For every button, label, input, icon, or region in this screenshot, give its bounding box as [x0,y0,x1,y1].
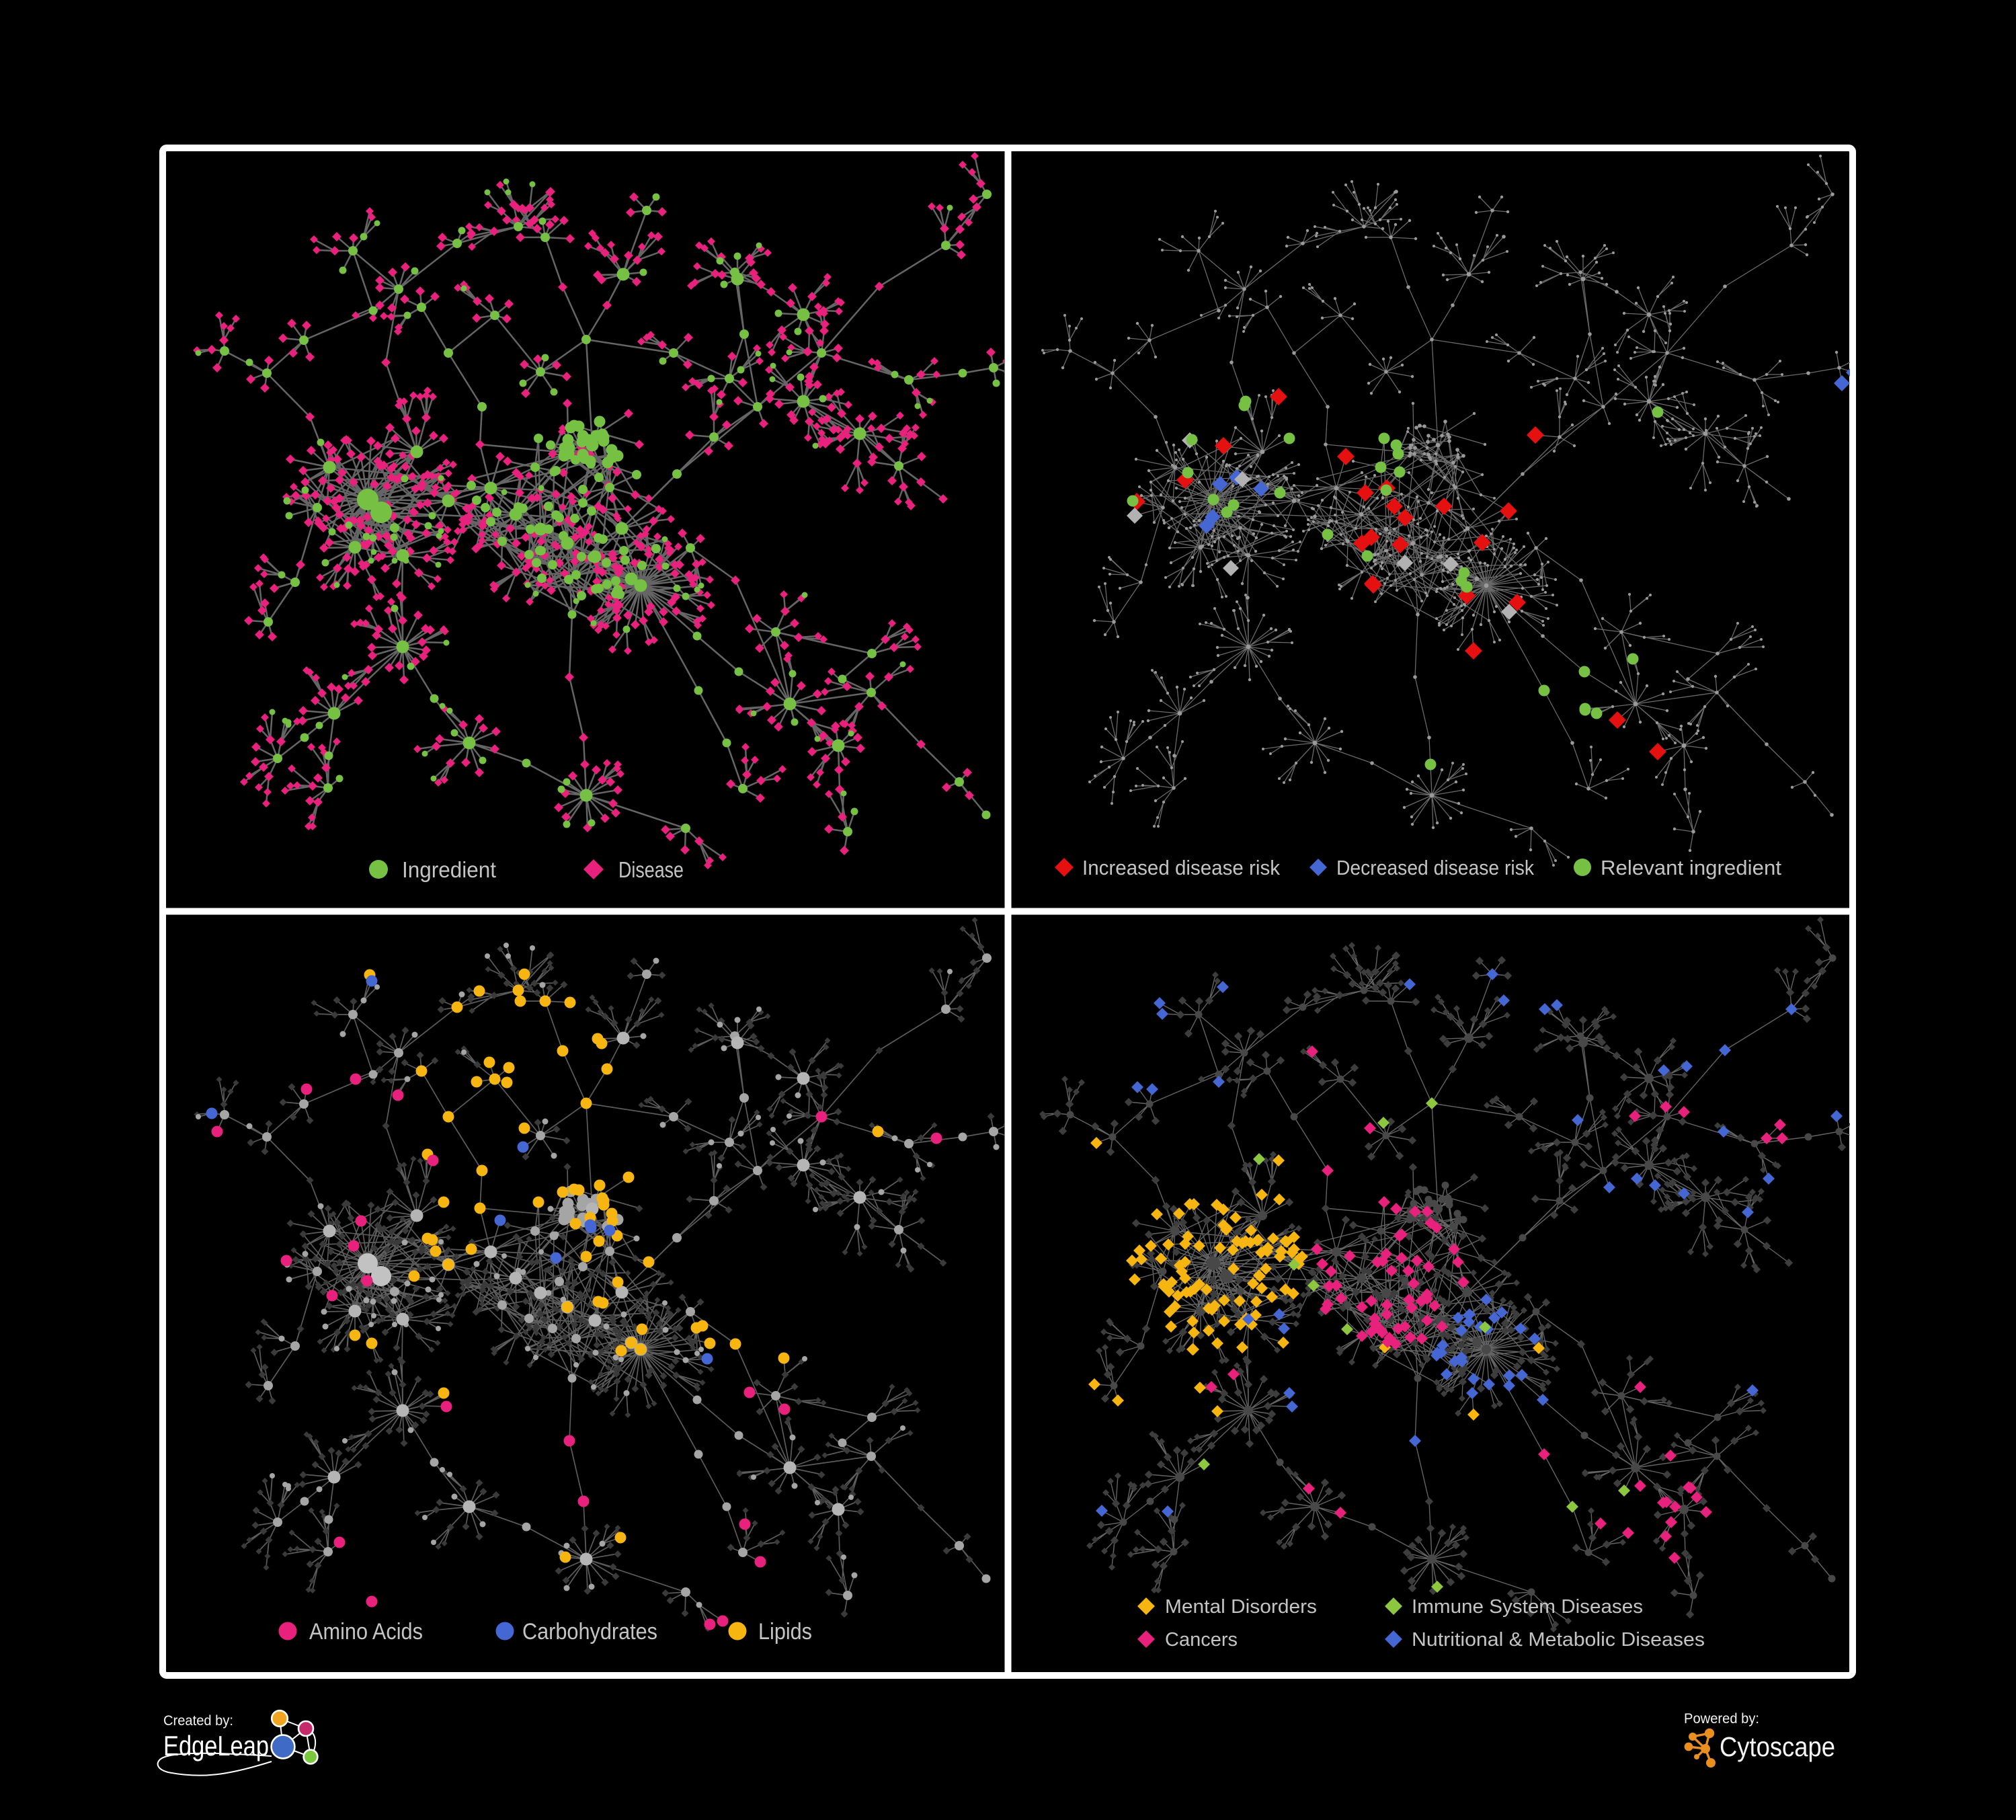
svg-text:Mental Disorders: Mental Disorders [1165,1596,1317,1618]
svg-text:Carbohydrates: Carbohydrates [522,1619,657,1645]
svg-text:Increased disease risk: Increased disease risk [1082,856,1280,879]
svg-text:Cancers: Cancers [1165,1629,1238,1651]
svg-text:Immune System Diseases: Immune System Diseases [1412,1596,1643,1618]
svg-text:Amino Acids: Amino Acids [309,1619,423,1645]
svg-text:Ingredient: Ingredient [402,857,496,882]
svg-text:Powered by:: Powered by: [1684,1711,1759,1727]
svg-text:Cytoscape: Cytoscape [1720,1731,1835,1762]
svg-text:Disease: Disease [618,857,684,882]
svg-text:Relevant ingredient: Relevant ingredient [1601,856,1781,879]
svg-text:Lipids: Lipids [758,1619,812,1645]
svg-text:Nutritional & Metabolic Diseas: Nutritional & Metabolic Diseases [1412,1629,1705,1651]
svg-text:Created by:: Created by: [163,1713,233,1729]
svg-text:EdgeLeap: EdgeLeap [163,1730,269,1762]
svg-text:Decreased disease risk: Decreased disease risk [1336,856,1534,879]
